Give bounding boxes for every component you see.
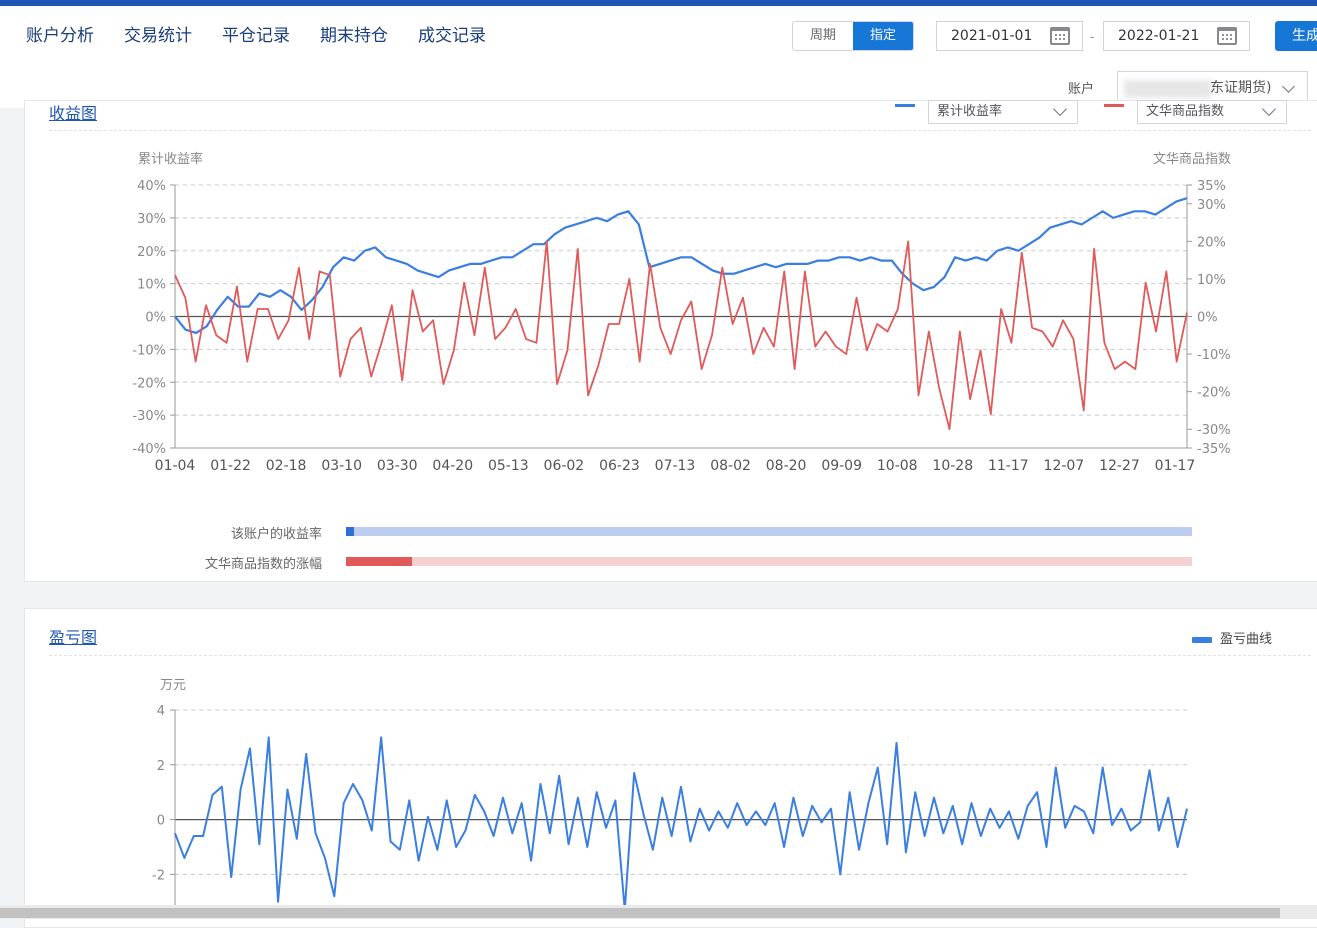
index-return-bar-fill	[346, 557, 412, 566]
returns-divider	[49, 130, 1311, 131]
calendar-icon[interactable]	[1217, 27, 1237, 45]
x-tick-label: 09-09	[821, 458, 862, 474]
x-tick-label: 04-20	[432, 458, 473, 474]
x-tick-label: 10-08	[877, 458, 918, 474]
y-tick-label: -30%	[132, 409, 166, 424]
x-tick-label: 07-13	[655, 458, 696, 474]
tab-trade-stats[interactable]: 交易统计	[124, 24, 192, 48]
y-tick-label: -2	[152, 868, 165, 883]
chevron-down-icon[interactable]	[1282, 80, 1295, 93]
pnl-chart: 4 2 0 -2 万元	[0, 670, 1317, 910]
y-tick-label: -20%	[132, 376, 166, 391]
x-tick-label: 11-17	[988, 458, 1029, 474]
x-tick-label: 12-27	[1099, 458, 1140, 474]
tab-account-analysis[interactable]: 账户分析	[26, 24, 94, 48]
y2-tick-label: 10%	[1197, 273, 1226, 288]
account-label: 账户	[1068, 78, 1094, 97]
y-tick-label: 0	[157, 814, 165, 829]
legend-swatch-index	[1104, 104, 1124, 107]
y2-tick-label: -10%	[1197, 348, 1231, 363]
y-tick-label: -10%	[132, 343, 166, 358]
x-tick-label: 01-17	[1155, 458, 1196, 474]
returns-panel-title[interactable]: 收益图	[49, 100, 97, 124]
x-tick-label: 12-07	[1044, 458, 1085, 474]
series2-select[interactable]: 文华商品指数	[1137, 100, 1287, 124]
x-tick-label: 02-18	[266, 458, 307, 474]
x-tick-label: 05-13	[488, 458, 529, 474]
x-tick-label: 08-02	[710, 458, 751, 474]
index-return-bar-label: 文华商品指数的涨幅	[122, 553, 322, 572]
y2-tick-label: 0%	[1197, 311, 1218, 326]
x-tick-label: 06-23	[599, 458, 640, 474]
series1-select[interactable]: 累计收益率	[928, 100, 1078, 124]
tab-end-positions[interactable]: 期末持仓	[320, 24, 388, 48]
pnl-axis-unit: 万元	[160, 678, 186, 693]
generate-button[interactable]: 生成	[1275, 21, 1317, 51]
y2-tick-label: 35%	[1197, 179, 1226, 194]
commodity-index-line	[175, 241, 1187, 429]
scrollbar-thumb[interactable]	[0, 908, 1280, 918]
y2-tick-label: -20%	[1197, 386, 1231, 401]
y-tick-label: 40%	[137, 179, 166, 194]
chevron-down-icon[interactable]	[1053, 102, 1067, 116]
period-toggle: 周期 指定	[792, 21, 914, 51]
pnl-legend-label: 盈亏曲线	[1220, 632, 1272, 647]
account-return-bar-fill	[346, 527, 354, 536]
y2-tick-label: -35%	[1197, 442, 1231, 457]
y2-tick-label: -30%	[1197, 423, 1231, 438]
end-date-value: 2022-01-21	[1118, 28, 1199, 44]
left-axis-title: 累计收益率	[138, 151, 203, 167]
index-return-bar	[346, 557, 1192, 566]
chevron-down-icon[interactable]	[1262, 102, 1276, 116]
series2-select-value: 文华商品指数	[1146, 100, 1224, 119]
custom-range-button[interactable]: 指定	[853, 22, 913, 50]
account-return-bar-label: 该账户的收益率	[122, 523, 322, 542]
pnl-legend-swatch	[1192, 637, 1212, 643]
start-date-value: 2021-01-01	[951, 28, 1032, 44]
right-axis-title: 文华商品指数	[1153, 152, 1231, 167]
y-tick-label: 4	[157, 704, 165, 719]
period-button[interactable]: 周期	[793, 22, 853, 50]
legend-swatch-account	[895, 104, 915, 107]
y-tick-label: 30%	[137, 212, 166, 227]
account-name-redacted	[1124, 80, 1212, 98]
start-date-input[interactable]: 2021-01-01	[936, 21, 1083, 51]
pnl-panel-title[interactable]: 盈亏图	[49, 624, 97, 648]
calendar-icon[interactable]	[1050, 27, 1070, 45]
x-tick-label: 10-28	[932, 458, 973, 474]
y2-tick-label: 20%	[1197, 235, 1226, 250]
y2-tick-label: 30%	[1197, 198, 1226, 213]
x-tick-label: 01-04	[155, 458, 196, 474]
pnl-divider	[49, 655, 1311, 656]
pnl-legend[interactable]: 盈亏曲线	[1192, 628, 1272, 647]
series1-select-value: 累计收益率	[937, 100, 1002, 119]
returns-chart: 40% 30% 20% 10% 0% -10% -20% -30% -40% 35% 30% 20% 1…	[0, 140, 1317, 485]
date-range-separator: -	[1090, 30, 1095, 45]
x-tick-label: 01-22	[210, 458, 251, 474]
x-tick-label: 08-20	[766, 458, 807, 474]
account-return-bar	[346, 527, 1192, 536]
y-tick-label: 20%	[137, 245, 166, 260]
y-tick-label: 10%	[137, 278, 166, 293]
x-tick-label: 06-02	[544, 458, 585, 474]
pnl-line	[175, 737, 1187, 910]
end-date-input[interactable]: 2022-01-21	[1103, 21, 1250, 51]
horizontal-scrollbar[interactable]	[0, 905, 1317, 919]
x-tick-label: 03-10	[321, 458, 362, 474]
y-tick-label: -40%	[132, 442, 166, 457]
nav-tabs: 账户分析 交易统计 平仓记录 期末持仓 成交记录	[26, 24, 516, 48]
tab-fill-records[interactable]: 成交记录	[418, 24, 486, 48]
y-tick-label: 2	[157, 759, 165, 774]
tab-close-records[interactable]: 平仓记录	[222, 24, 290, 48]
y-tick-label: 0%	[145, 311, 166, 326]
x-tick-label: 03-30	[377, 458, 418, 474]
